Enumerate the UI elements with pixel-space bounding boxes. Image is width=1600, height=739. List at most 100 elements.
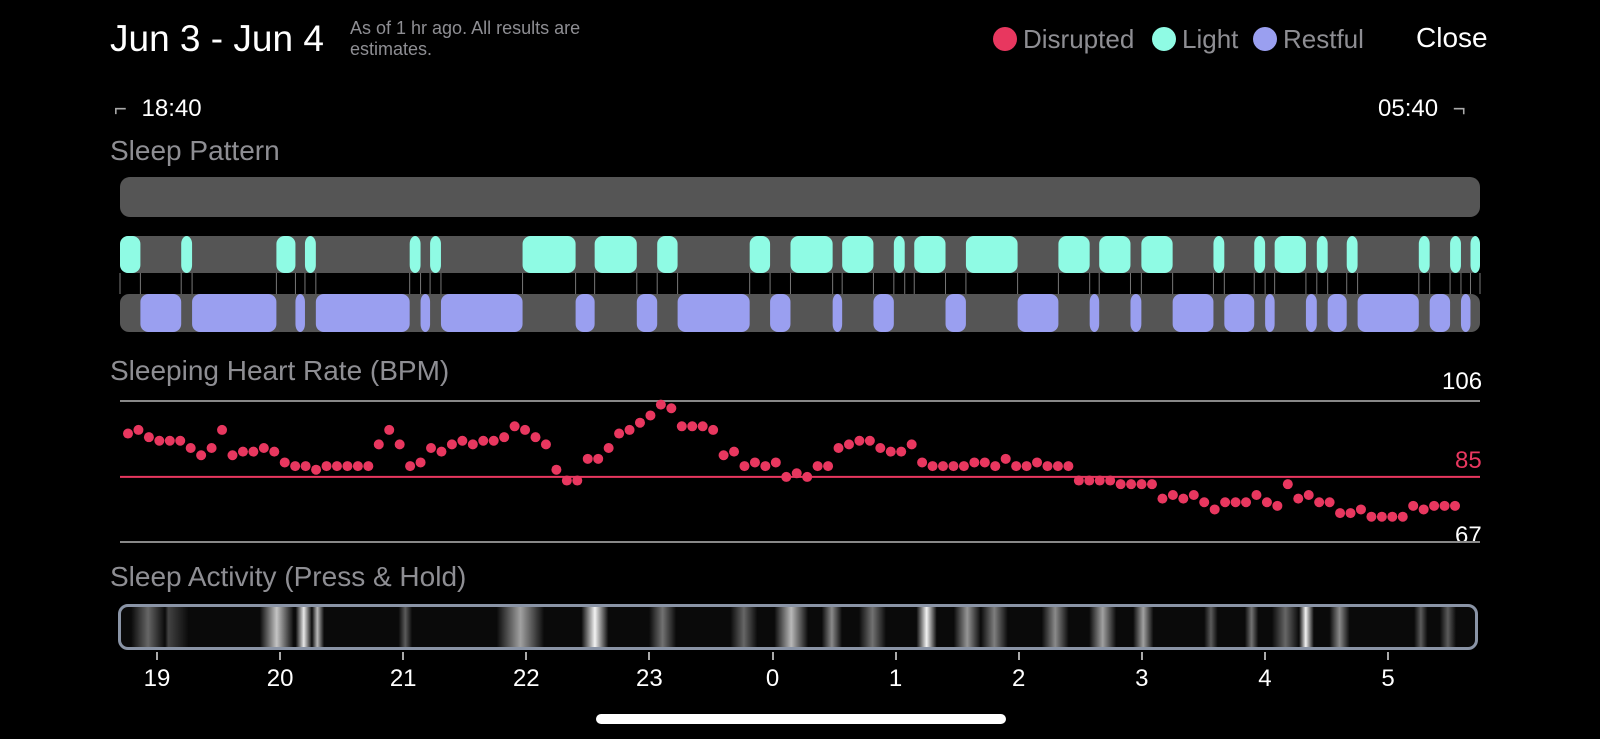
hr-point bbox=[582, 453, 593, 464]
hr-point bbox=[854, 435, 865, 446]
hr-point bbox=[1126, 479, 1137, 490]
hr-point bbox=[352, 461, 363, 472]
hr-point bbox=[614, 428, 625, 439]
restful-segment bbox=[420, 294, 431, 332]
close-button[interactable]: Close bbox=[1416, 22, 1488, 53]
hr-point bbox=[969, 457, 980, 468]
hr-point bbox=[1324, 497, 1335, 508]
hr-point bbox=[634, 417, 645, 428]
light-dot-icon bbox=[1152, 27, 1176, 51]
hr-point bbox=[373, 439, 384, 450]
hr-point bbox=[311, 464, 322, 475]
hr-point bbox=[896, 446, 907, 457]
hr-point bbox=[342, 461, 353, 472]
hr-point bbox=[1042, 461, 1053, 472]
hr-point bbox=[781, 471, 792, 482]
hr-point bbox=[1293, 493, 1304, 504]
light-segment bbox=[181, 236, 193, 273]
light-segment bbox=[657, 236, 678, 273]
hr-point bbox=[1105, 475, 1116, 486]
hr-point bbox=[478, 435, 489, 446]
end-bracket-icon: ¬ bbox=[1452, 96, 1466, 121]
hr-point bbox=[948, 461, 959, 472]
tick-label: 4 bbox=[1258, 665, 1272, 692]
hr-point bbox=[1314, 497, 1325, 508]
hr-point bbox=[1209, 504, 1220, 515]
tick-mark bbox=[1017, 652, 1020, 660]
legend-label: Light bbox=[1182, 23, 1239, 54]
hr-point bbox=[1230, 497, 1241, 508]
hr-point bbox=[1408, 500, 1419, 511]
hr-point bbox=[1429, 500, 1440, 511]
restful-segment bbox=[636, 294, 658, 332]
start-bracket-icon: ⌐ bbox=[114, 96, 127, 121]
hr-point bbox=[760, 461, 771, 472]
hr-point bbox=[1376, 511, 1387, 522]
hr-point bbox=[175, 435, 186, 446]
sleep-activity-bar[interactable] bbox=[118, 604, 1478, 650]
tick-label: 3 bbox=[1135, 665, 1149, 692]
light-segment bbox=[1058, 236, 1090, 273]
restful-segment bbox=[1089, 294, 1100, 332]
hr-point bbox=[1261, 497, 1272, 508]
hr-point bbox=[1000, 453, 1011, 464]
restful-segment bbox=[1460, 294, 1471, 332]
restful-segment bbox=[832, 294, 843, 332]
hr-point bbox=[1366, 511, 1377, 522]
tick-label: 0 bbox=[765, 665, 780, 692]
hr-point bbox=[958, 461, 969, 472]
hr-point bbox=[1115, 479, 1126, 490]
hr-point bbox=[843, 439, 854, 450]
restful-segment bbox=[192, 294, 277, 332]
light-segment bbox=[409, 236, 421, 273]
hr-point bbox=[1303, 490, 1314, 500]
hr-point bbox=[446, 439, 457, 450]
hr-point bbox=[321, 461, 332, 472]
hr-point bbox=[123, 428, 133, 439]
start-time-label: 18:40 bbox=[141, 95, 202, 122]
restful-segment bbox=[295, 294, 305, 332]
restful-segment bbox=[1172, 294, 1214, 332]
hr-point bbox=[1450, 500, 1460, 511]
hr-point bbox=[1418, 504, 1429, 515]
tick-label: 22 bbox=[512, 665, 540, 692]
hr-point bbox=[770, 457, 781, 468]
hr-point bbox=[739, 461, 750, 472]
hr-point bbox=[687, 421, 698, 432]
hr-point bbox=[1220, 497, 1231, 508]
hr-point bbox=[1272, 500, 1283, 511]
heart-rate-title: Sleeping Heart Rate (BPM) bbox=[110, 355, 450, 386]
light-segment bbox=[1470, 236, 1480, 273]
restful-segment bbox=[945, 294, 966, 332]
as-of-note: As of 1 hr ago. All results are estimate… bbox=[350, 18, 581, 59]
light-segment bbox=[1141, 236, 1173, 273]
light-segment bbox=[120, 236, 141, 273]
hr-point bbox=[655, 399, 666, 410]
home-indicator[interactable] bbox=[596, 714, 1006, 724]
light-segment bbox=[304, 236, 316, 273]
hr-point bbox=[1251, 490, 1262, 500]
hr-point bbox=[791, 468, 802, 479]
hr-point bbox=[593, 453, 604, 464]
hr-point bbox=[384, 424, 395, 435]
hr-point bbox=[927, 461, 938, 472]
light-segment bbox=[965, 236, 1018, 273]
hr-point bbox=[718, 450, 729, 461]
hr-point bbox=[624, 424, 635, 435]
hr-point bbox=[1397, 511, 1408, 522]
hr-point bbox=[530, 432, 541, 443]
hr-point bbox=[405, 461, 416, 472]
hr-point bbox=[823, 461, 834, 472]
hr-point bbox=[1355, 504, 1366, 515]
hr-point bbox=[488, 435, 499, 446]
hr-point bbox=[415, 457, 426, 468]
legend-disrupted: Disrupted bbox=[993, 24, 1134, 54]
tick-mark bbox=[525, 652, 528, 660]
light-segment bbox=[430, 236, 441, 273]
legend-restful: Restful bbox=[1253, 24, 1364, 54]
restful-segment bbox=[1357, 294, 1419, 332]
hr-point bbox=[708, 424, 719, 435]
sleep-activity-title: Sleep Activity (Press & Hold) bbox=[110, 561, 467, 592]
